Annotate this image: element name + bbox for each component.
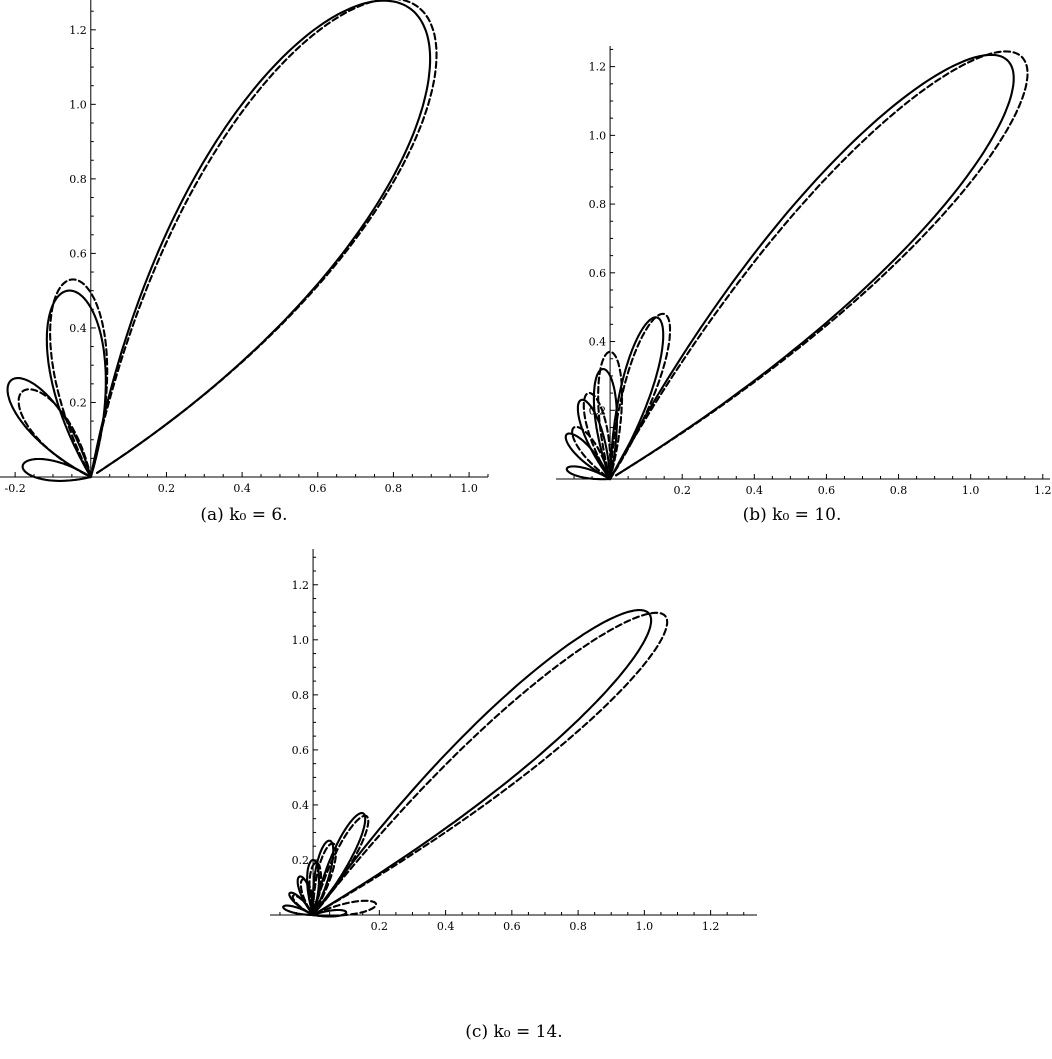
dashed-series [291, 611, 669, 917]
side-lobe [312, 842, 338, 917]
x-tick-label: 0.4 [746, 484, 764, 497]
x-tick-label: 0.2 [673, 484, 691, 497]
side-lobe [45, 289, 107, 479]
panel-caption: (c) k₀ = 14. [465, 1022, 562, 1042]
y-tick-label: 0.6 [69, 247, 87, 260]
y-tick-label: 0.8 [69, 173, 87, 186]
x-tick-label: 0.8 [569, 920, 587, 933]
main-lobe [612, 53, 1015, 477]
side-lobe [299, 878, 315, 917]
x-tick-label: 0.6 [818, 484, 836, 497]
y-tick-label: 1.0 [589, 129, 607, 142]
x-tick-label: 0.2 [158, 482, 176, 495]
y-tick-label: 1.2 [292, 579, 310, 592]
y-tick-label: 0.2 [292, 854, 310, 867]
side-lobe [21, 457, 92, 482]
side-lobe [312, 811, 367, 917]
side-lobe [609, 316, 665, 481]
panel-b: 0.2 0.4 0.6 0.8 1.0 1.20.20.40.60.81.01.2(b) … [556, 46, 1052, 525]
y-tick-label: 0.4 [589, 336, 607, 349]
x-tick-label: 1.0 [460, 482, 478, 495]
panel-c: 0.2 0.4 0.6 0.8 1.0 1.2 0.2 0.4 0.6 0.8 1.0 1.2 (c) … [270, 549, 757, 1042]
y-tick-label: 0.8 [292, 689, 310, 702]
x-tick-label: 0.6 [503, 920, 521, 933]
side-lobe [282, 904, 315, 917]
main-lobe [91, 0, 432, 474]
y-tick-label: 1.2 [69, 24, 87, 37]
y-tick-label: 0.6 [589, 267, 607, 280]
main-lobe [315, 611, 669, 913]
side-lobe [576, 398, 612, 481]
x-tick-label: 0.6 [309, 482, 327, 495]
y-tick-label: 0.8 [589, 198, 607, 211]
y-tick-label: 1.0 [69, 98, 87, 111]
main-lobe [612, 50, 1029, 477]
y-tick-label: 0.6 [292, 744, 310, 757]
main-lobe [315, 609, 653, 913]
side-lobe [291, 894, 315, 917]
dashed-series [17, 0, 438, 479]
x-tick-label: 1.0 [636, 920, 654, 933]
side-lobe [565, 465, 612, 481]
y-tick-label: 0.2 [69, 396, 87, 409]
side-lobe [312, 814, 370, 917]
y-tick-label: 0.4 [292, 799, 310, 812]
side-lobe [49, 278, 109, 479]
x-tick-label: 1.2 [702, 920, 720, 933]
panel-caption: (a) k₀ = 6. [200, 505, 287, 525]
y-tick-label: 0.4 [69, 322, 87, 335]
y-tick-label: 1.2 [589, 61, 607, 74]
panel-caption: (b) k₀ = 10. [743, 505, 842, 525]
side-lobe [312, 908, 348, 918]
dashed-series [571, 50, 1029, 481]
x-tick-label: 0.8 [890, 484, 908, 497]
side-lobe [597, 350, 624, 481]
solid-series [564, 53, 1015, 481]
side-lobe [312, 899, 378, 917]
side-lobe [571, 425, 612, 481]
x-tick-label: 0.2 [371, 920, 389, 933]
y-tick-label: 1.0 [292, 634, 310, 647]
panel-a: -0.2 0.2 0.4 0.6 0.8 1.0 0.2 0.4 0.6 0.8 1.0 1.2 (a)… [0, 0, 489, 525]
x-tick-label: 1.0 [962, 484, 980, 497]
side-lobe [564, 432, 612, 481]
main-lobe [91, 0, 438, 474]
solid-series [282, 609, 653, 918]
x-tick-label: 0.4 [437, 920, 455, 933]
side-lobe [609, 312, 672, 481]
x-tick-label: 0.8 [385, 482, 403, 495]
x-tick-label: 1.2 [1034, 484, 1052, 497]
x-tick-label: 0.4 [233, 482, 251, 495]
side-lobe [311, 839, 335, 917]
side-lobe [6, 377, 92, 479]
x-tick-label: -0.2 [5, 482, 26, 495]
side-lobe [17, 388, 92, 479]
